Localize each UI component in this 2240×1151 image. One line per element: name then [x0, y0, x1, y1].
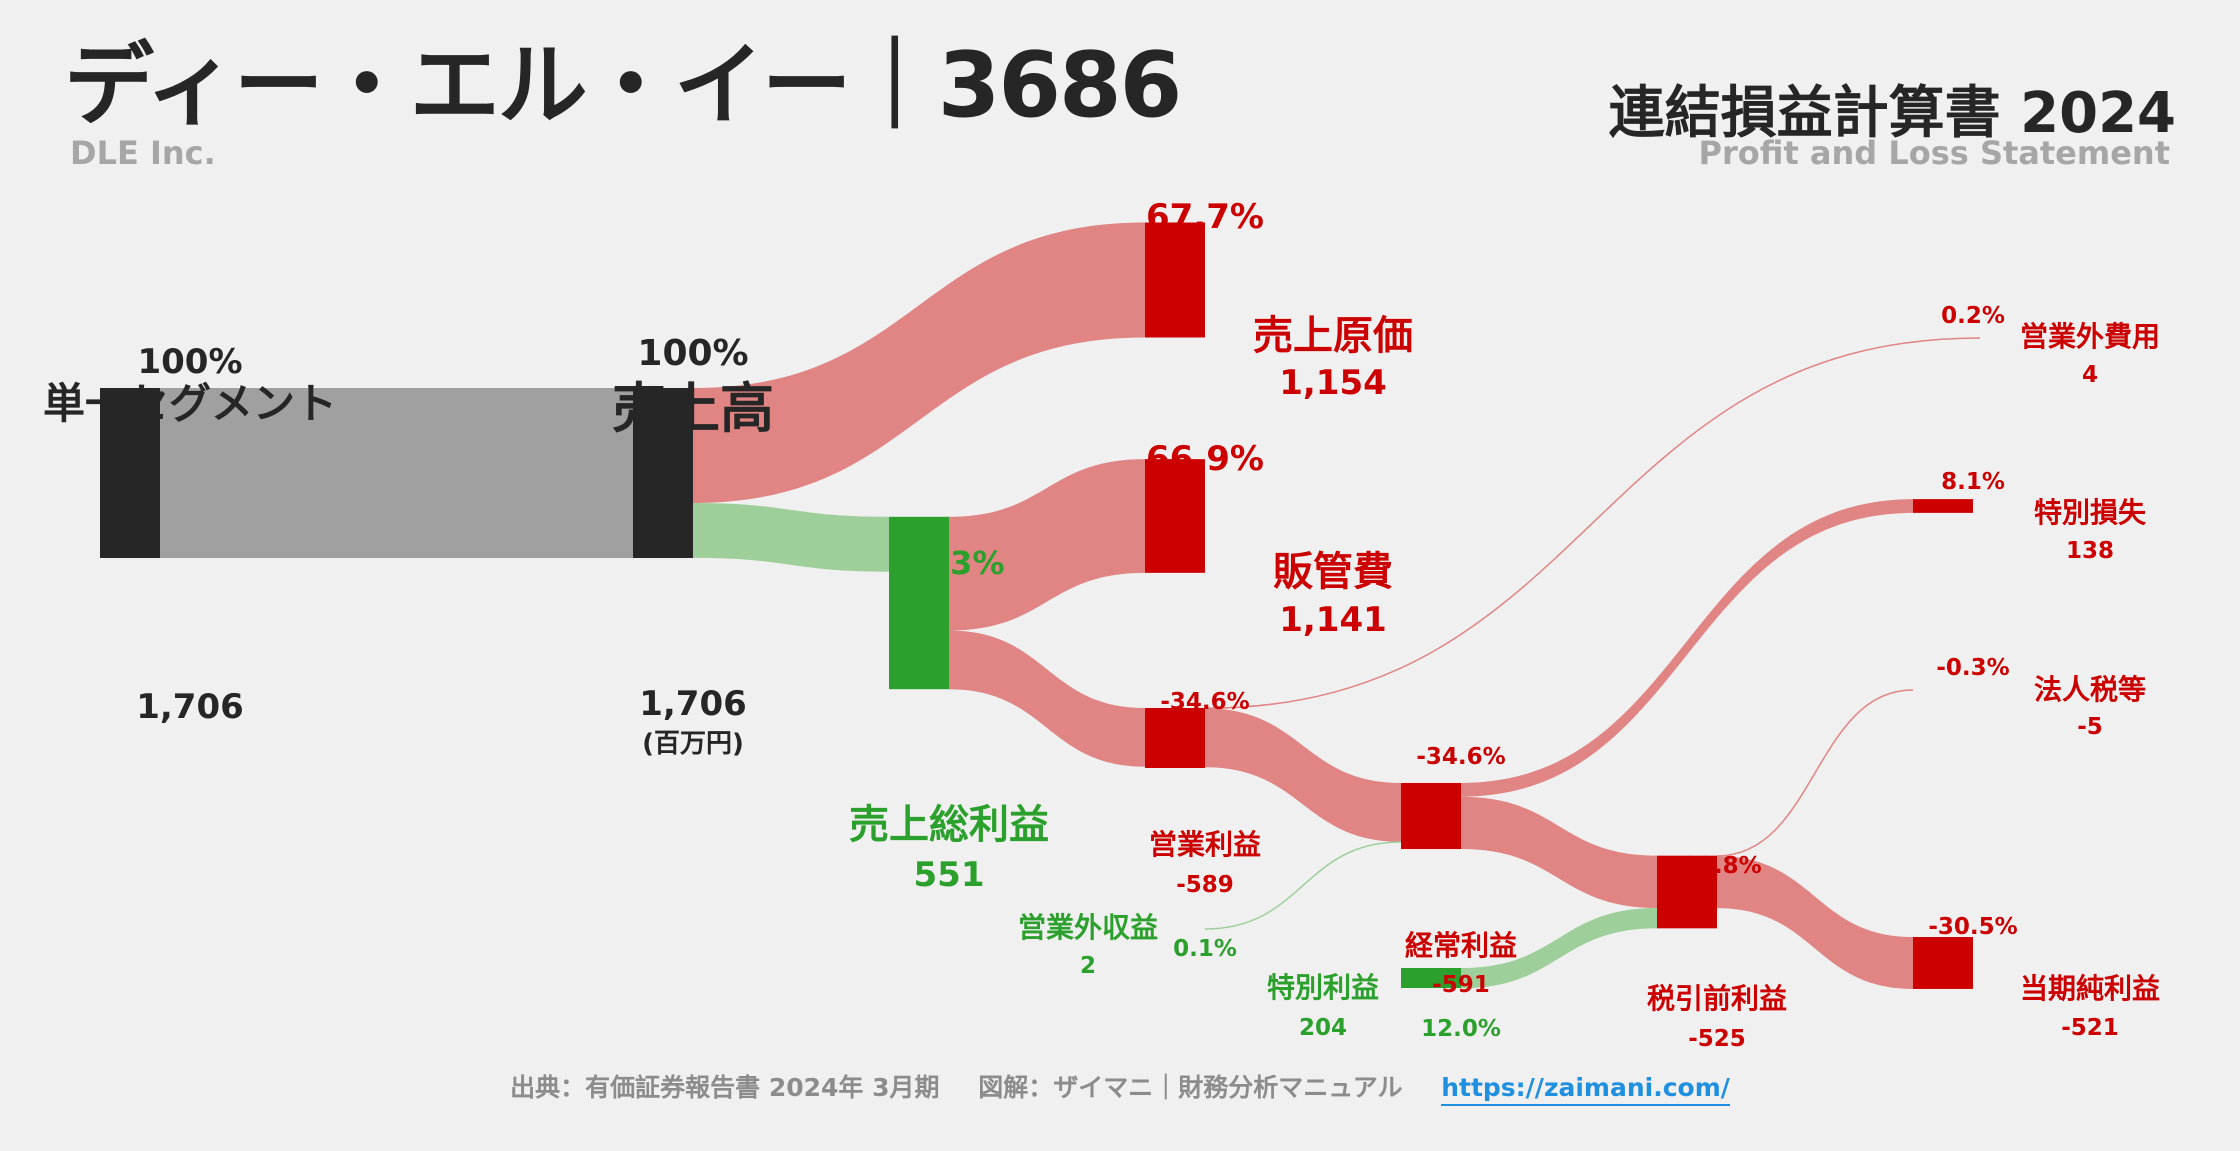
sankey-flows [160, 222, 1981, 989]
name-label-gross: 売上総利益 [849, 802, 1049, 848]
name-label-ord: 経常利益 [1405, 929, 1517, 962]
value-label-cogs: 1,154 [1279, 363, 1387, 403]
node-segment [100, 388, 160, 558]
node-ord [1401, 782, 1461, 850]
name-label-ext_gain: 特別利益 [1267, 971, 1379, 1004]
company-english-name: DLE Inc. [70, 134, 216, 172]
node-pretax [1657, 855, 1717, 929]
flow-op-to-nonop_exp [1204, 337, 1981, 709]
statement-english-title: Profit and Loss Statement [1698, 134, 2170, 172]
flow-gross-to-sga [949, 459, 1145, 631]
flow-nonop_inc-to-ord [1204, 841, 1402, 930]
value-label-sga: 1,141 [1279, 600, 1387, 640]
statement-title: 連結損益計算書 2024 [1608, 81, 2176, 146]
value-label-ord: -591 [1432, 972, 1490, 998]
flow-op-to-ord [1205, 708, 1401, 842]
pct-label-sga: 66.9% [1146, 439, 1264, 479]
pct-label-pretax: -30.8% [1672, 853, 1761, 879]
pct-label-tax: -0.3% [1936, 655, 2009, 681]
name-label-op: 営業利益 [1149, 828, 1261, 861]
value-label-nonop_inc: 2 [1080, 953, 1096, 979]
unit-label: (百万円) [642, 729, 744, 759]
node-op [1145, 708, 1205, 768]
name-label-segment: 単一セグメント [43, 379, 337, 428]
value-label-revenue: 1,706 [639, 684, 747, 724]
pct-label-segment: 100% [137, 342, 242, 382]
flow-revenue-to-gross [693, 502, 889, 572]
pct-label-nonop_inc: 0.1% [1173, 936, 1237, 962]
pct-label-nonop_exp: 0.2% [1941, 303, 2005, 329]
value-label-nonop_exp: 4 [2082, 362, 2098, 388]
pct-label-gross: 32.3% [893, 544, 1004, 582]
name-label-net: 当期純利益 [2020, 972, 2160, 1005]
value-label-tax: -5 [2077, 714, 2103, 740]
value-label-pretax: -525 [1688, 1026, 1746, 1052]
name-label-cogs: 売上原価 [1253, 313, 1413, 359]
name-label-nonop_inc: 営業外収益 [1018, 911, 1158, 944]
pct-label-net: -30.5% [1928, 914, 2017, 940]
footer-url-link[interactable]: https://zaimani.com/ [1441, 1073, 1730, 1106]
value-label-net: -521 [2061, 1015, 2119, 1041]
node-sga [1145, 459, 1205, 573]
flow-ext_gain-to-pretax [1461, 907, 1657, 989]
flow-ord-to-pretax [1461, 796, 1657, 908]
node-revenue [633, 388, 693, 558]
pct-label-ext_loss: 8.1% [1941, 469, 2005, 495]
flow-pretax-to-net [1717, 856, 1913, 989]
footer-credit: 図解：ザイマニ｜財務分析マニュアル [978, 1073, 1403, 1102]
pct-label-op: -34.6% [1160, 689, 1249, 715]
pct-label-ord: -34.6% [1416, 744, 1505, 770]
pct-label-cogs: 67.7% [1146, 197, 1264, 237]
name-label-pretax: 税引前利益 [1647, 982, 1787, 1015]
footer: 出典：有価証券報告書 2024年 3月期 図解：ザイマニ｜財務分析マニュアル h… [0, 1068, 2240, 1106]
node-net [1913, 937, 1973, 989]
pct-label-ext_gain: 12.0% [1421, 1016, 1501, 1042]
pct-label-revenue: 100% [637, 333, 748, 374]
footer-source: 出典：有価証券報告書 2024年 3月期 [510, 1073, 940, 1102]
name-label-sga: 販管費 [1273, 549, 1393, 595]
value-label-op: -589 [1176, 872, 1234, 898]
name-label-tax: 法人税等 [2034, 673, 2146, 706]
value-label-ext_gain: 204 [1299, 1015, 1347, 1041]
sankey-nodes [100, 222, 1973, 989]
node-gross [889, 516, 949, 690]
flow-ord-to-ext_loss [1461, 499, 1913, 797]
value-label-ext_loss: 138 [2066, 538, 2114, 564]
flow-segment-to-revenue [160, 388, 633, 558]
name-label-revenue: 売上高 [612, 377, 774, 440]
flow-gross-to-op [949, 630, 1145, 767]
flow-pretax-to-tax [1716, 689, 1914, 857]
flow-revenue-to-cogs [693, 222, 1145, 503]
company-title: ディー・エル・イー｜3686 [64, 33, 1182, 138]
node-ext_gain [1401, 968, 1461, 988]
name-label-ext_loss: 特別損失 [2034, 496, 2147, 529]
sankey-labels: 100%単一セグメント1,706100%売上高1,706(百万円)67.7%売上… [43, 197, 2160, 1052]
name-label-nonop_exp: 営業外費用 [2020, 320, 2160, 353]
value-label-segment: 1,706 [136, 687, 244, 727]
value-label-gross: 551 [914, 855, 985, 895]
node-cogs [1145, 222, 1205, 338]
node-ext_loss [1913, 499, 1973, 513]
